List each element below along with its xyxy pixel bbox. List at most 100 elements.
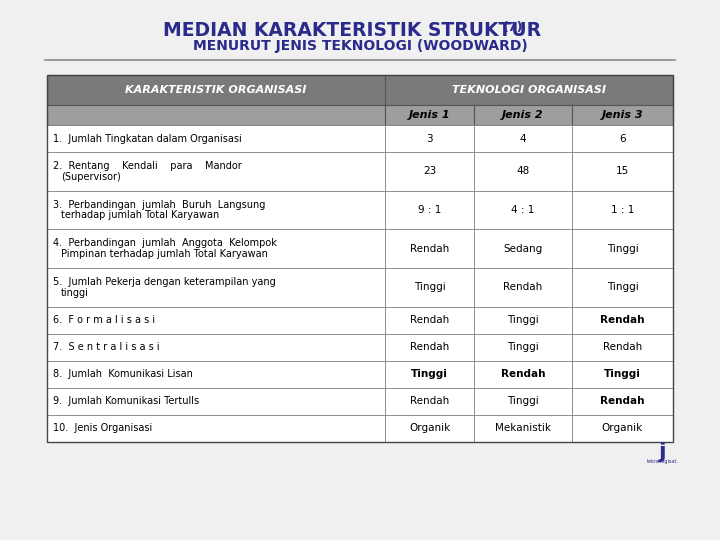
Bar [47,415,385,442]
Bar [385,334,474,361]
Text: Tinggi: Tinggi [411,369,448,379]
Bar [572,361,673,388]
Bar [474,334,572,361]
Text: 3.  Perbandingan  jumlah  Buruh  Langsung: 3. Perbandingan jumlah Buruh Langsung [53,200,266,210]
Text: 15: 15 [616,166,629,177]
Bar [385,125,474,152]
Text: Sedang: Sedang [503,244,543,254]
Text: Tinggi: Tinggi [607,282,639,292]
Bar [47,152,385,191]
Text: 6.  F o r m a l i s a s i: 6. F o r m a l i s a s i [53,315,155,325]
Text: (7): (7) [503,21,523,33]
Bar [47,125,385,152]
Text: MEDIAN KARAKTERISTIK STRUKTUR: MEDIAN KARAKTERISTIK STRUKTUR [163,21,541,39]
Bar [385,388,474,415]
Text: Tinggi: Tinggi [607,244,639,254]
Text: KARAKTERISTIK ORGANISASI: KARAKTERISTIK ORGANISASI [125,85,307,95]
Text: 5.  Jumlah Pekerja dengan keterampilan yang: 5. Jumlah Pekerja dengan keterampilan ya… [53,277,276,287]
Text: 10.  Jenis Organisasi: 10. Jenis Organisasi [53,423,152,434]
Bar [474,105,572,125]
Text: Tinggi: Tinggi [507,315,539,325]
Bar [47,361,385,388]
Text: Rendah: Rendah [600,315,644,325]
Text: 48: 48 [516,166,530,177]
Text: 2.  Rentang    Kendali    para    Mandor: 2. Rentang Kendali para Mandor [53,161,242,171]
Text: Jenis 2: Jenis 2 [502,110,544,120]
Bar [572,152,673,191]
Bar [572,125,673,152]
Text: Tinggi: Tinggi [507,342,539,352]
Text: MENURUT JENIS TEKNOLOGI (WOODWARD): MENURUT JENIS TEKNOLOGI (WOODWARD) [193,39,527,53]
Bar [385,152,474,191]
Bar [385,191,474,229]
Text: 4: 4 [520,133,526,144]
Bar [572,388,673,415]
Bar [572,191,673,229]
Text: Rendah: Rendah [503,282,543,292]
Bar [385,361,474,388]
Text: Rendah: Rendah [600,396,644,407]
Bar [572,334,673,361]
Text: tinggi: tinggi [61,288,89,298]
Bar [385,268,474,307]
Bar [474,125,572,152]
Text: 6: 6 [619,133,626,144]
Text: Pimpinan terhadap jumlah Total Karyawan: Pimpinan terhadap jumlah Total Karyawan [61,249,268,259]
Bar [47,230,385,268]
Bar [474,388,572,415]
Text: Tinggi: Tinggi [507,396,539,407]
Bar [572,415,673,442]
Bar [47,75,385,105]
Text: Mekanistik: Mekanistik [495,423,551,434]
Bar [47,307,385,334]
Text: 1.  Jumlah Tingkatan dalam Organisasi: 1. Jumlah Tingkatan dalam Organisasi [53,133,242,144]
Text: 23: 23 [423,166,436,177]
Text: teknologisat.: teknologisat. [647,458,679,463]
Text: (Supervisor): (Supervisor) [61,172,121,182]
Bar [474,191,572,229]
Text: Rendah: Rendah [500,369,545,379]
Text: 8.  Jumlah  Komunikasi Lisan: 8. Jumlah Komunikasi Lisan [53,369,193,379]
Text: Organik: Organik [409,423,450,434]
Bar [385,75,673,105]
Text: 9.  Jumlah Komunikasi Tertulls: 9. Jumlah Komunikasi Tertulls [53,396,199,407]
Text: 4.  Perbandingan  jumlah  Anggota  Kelompok: 4. Perbandingan jumlah Anggota Kelompok [53,238,277,248]
Text: Jenis 1: Jenis 1 [409,110,450,120]
Bar [385,230,474,268]
Text: Tinggi: Tinggi [413,282,446,292]
Text: j: j [660,442,667,462]
Bar [474,415,572,442]
Bar [385,307,474,334]
Bar [474,230,572,268]
Text: 3: 3 [426,133,433,144]
Text: Rendah: Rendah [603,342,642,352]
Text: Rendah: Rendah [410,342,449,352]
Bar [47,75,673,442]
Text: 7.  S e n t r a l i s a s i: 7. S e n t r a l i s a s i [53,342,160,352]
Bar [47,334,385,361]
Bar [572,230,673,268]
Text: terhadap jumlah Total Karyawan: terhadap jumlah Total Karyawan [61,211,220,220]
Text: Jenis 3: Jenis 3 [602,110,643,120]
Bar [47,191,385,229]
Text: TEKNOLOGI ORGANISASI: TEKNOLOGI ORGANISASI [452,85,606,95]
Bar [47,388,385,415]
Bar [572,268,673,307]
Bar [474,268,572,307]
Text: 1 : 1: 1 : 1 [611,205,634,215]
Bar [47,105,385,125]
Text: 9 : 1: 9 : 1 [418,205,441,215]
Bar [572,105,673,125]
Bar [385,415,474,442]
Bar [474,152,572,191]
Bar [385,105,474,125]
Text: 4 : 1: 4 : 1 [511,205,535,215]
Bar [474,361,572,388]
Text: Rendah: Rendah [410,244,449,254]
Bar [572,307,673,334]
Bar [474,307,572,334]
Text: Rendah: Rendah [410,396,449,407]
Bar [47,268,385,307]
Text: Rendah: Rendah [410,315,449,325]
Text: Organik: Organik [602,423,643,434]
